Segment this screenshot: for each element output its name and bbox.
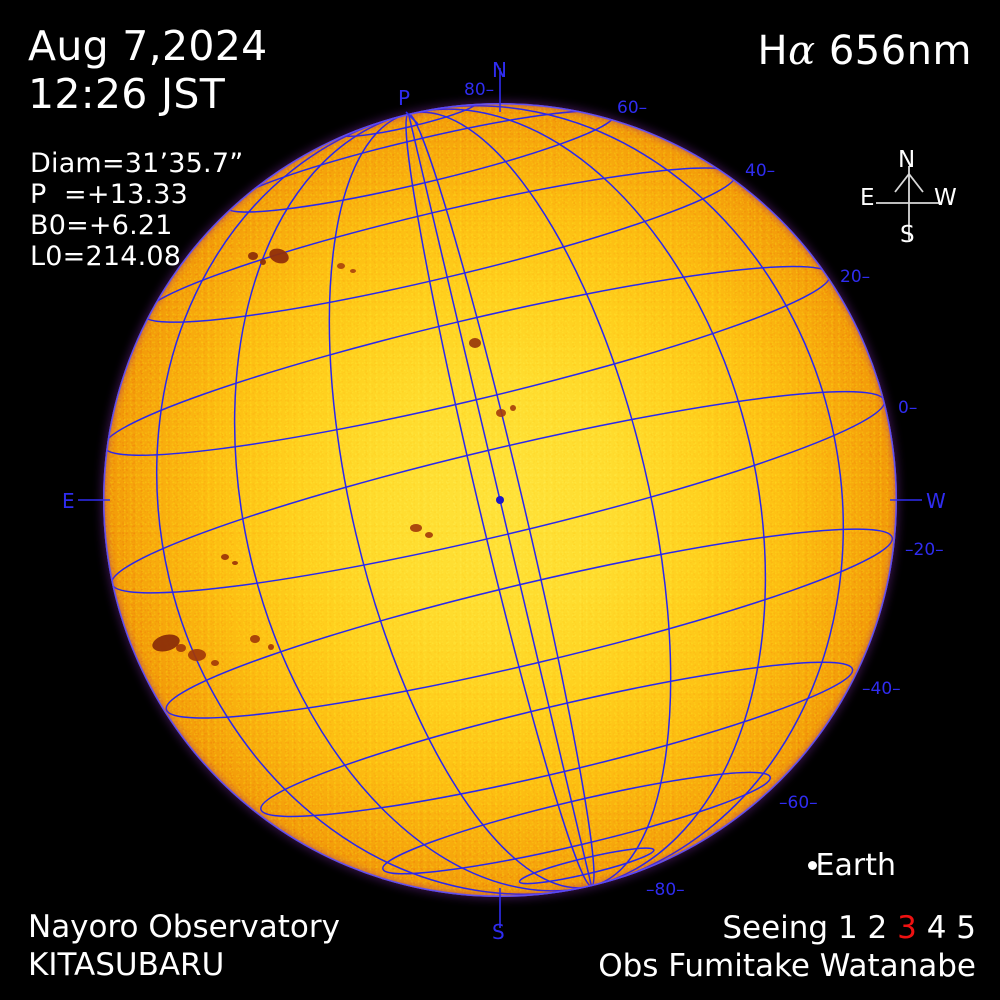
ephemeris-l0: L0=214.08 — [30, 241, 182, 272]
latitude-label: –40– — [862, 679, 901, 699]
disk-center-marker — [496, 496, 504, 504]
east-limb-marker: E — [62, 489, 75, 513]
latitude-label: 20– — [840, 267, 871, 287]
wavelength-label: Hα 656nm — [758, 28, 972, 74]
seeing-value-2[interactable]: 2 — [857, 910, 888, 946]
north-pole-marker: N — [492, 58, 507, 82]
ephemeris-b0: B0=+6.21 — [30, 210, 173, 241]
seeing-value-4[interactable]: 4 — [916, 910, 947, 946]
latitude-label: 40– — [745, 161, 776, 181]
latitude-label: 0– — [898, 398, 918, 418]
seeing-value-1[interactable]: 1 — [828, 910, 858, 946]
compass-east-label: E — [860, 185, 875, 211]
latitude-label: 60– — [617, 98, 648, 118]
observatory-line-1: Nayoro Observatory — [28, 909, 340, 945]
compass-south-label: S — [900, 222, 915, 248]
rotation-pole-marker: P — [398, 86, 411, 110]
seeing-value-3[interactable]: 3 — [887, 910, 917, 946]
compass-needle — [876, 166, 942, 240]
wavelength-nm: 656nm — [815, 28, 972, 74]
observation-datetime: Aug 7,2024 12:26 JST — [28, 22, 268, 118]
latitude-label: 80– — [464, 80, 495, 100]
seeing-values: 1 2 3 4 5 — [828, 910, 976, 946]
ephemeris-diameter: Diam=31’35.7” — [30, 148, 244, 179]
seeing-scale: Seeing 1 2 3 4 5 — [722, 910, 976, 946]
observation-time: 12:26 JST — [28, 70, 226, 118]
wavelength-line: H — [757, 28, 789, 74]
compass-north-label: N — [898, 147, 916, 173]
latitude-label: –20– — [905, 540, 944, 560]
compass-rose: N S E W — [860, 147, 958, 254]
alpha-symbol: α — [788, 28, 816, 74]
seeing-label: Seeing — [722, 910, 829, 946]
ephemeris-position-angle: P =+13.33 — [30, 179, 188, 210]
earth-scale-dot — [808, 861, 817, 870]
south-pole-marker: S — [492, 920, 505, 944]
observer-credit: Obs Fumitake Watanabe — [598, 948, 976, 984]
latitude-label: –60– — [779, 793, 818, 813]
earth-scale-label: Earth — [815, 848, 896, 883]
observatory-line-2: KITASUBARU — [28, 947, 225, 983]
observatory-credit: Nayoro Observatory KITASUBARU — [28, 908, 340, 984]
latitude-label: –80– — [646, 880, 685, 900]
compass-west-label: W — [934, 185, 957, 211]
ephemeris-block: Diam=31’35.7” P =+13.33 B0=+6.21 L0=214.08 — [30, 148, 243, 272]
observation-date: Aug 7,2024 — [28, 22, 268, 70]
seeing-value-5[interactable]: 5 — [946, 910, 976, 946]
sunspot-groups — [152, 248, 516, 666]
west-limb-marker: W — [926, 489, 946, 513]
